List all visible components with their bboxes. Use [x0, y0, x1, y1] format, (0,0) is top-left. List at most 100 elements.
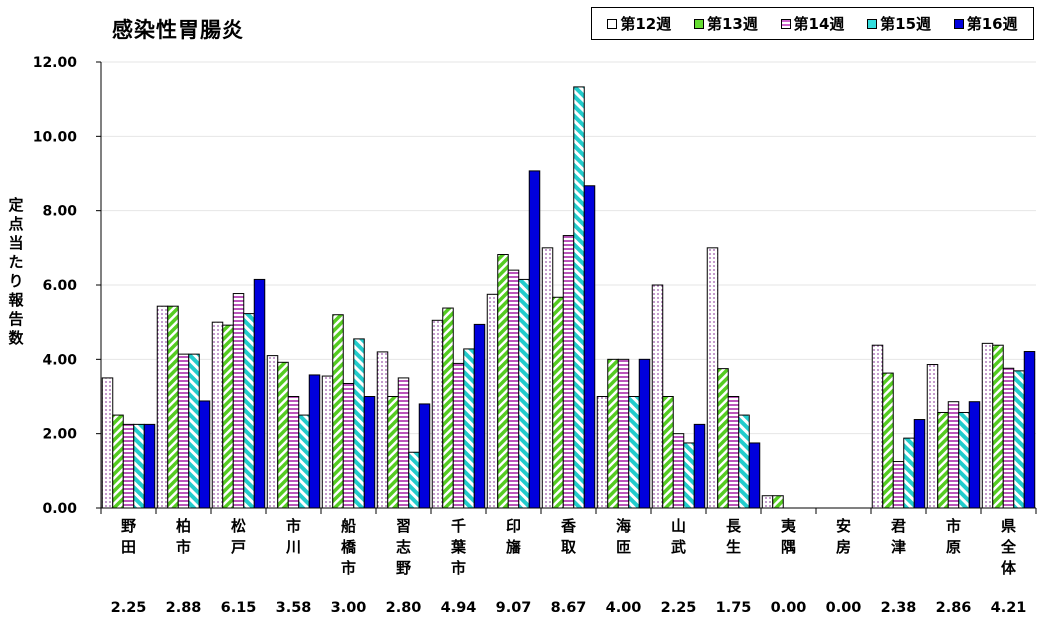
data-label: 4.94 — [441, 600, 477, 616]
bar — [287, 396, 300, 509]
bar — [308, 374, 321, 509]
data-label: 2.25 — [111, 600, 147, 616]
data-label: 4.00 — [606, 600, 642, 616]
x-tick-label: 房 — [836, 538, 851, 556]
bar — [607, 358, 619, 509]
x-tick-label: 安 — [836, 517, 851, 535]
bar — [693, 423, 706, 509]
x-tick-label: 夷 — [781, 517, 797, 535]
legend-item: 第14週 — [780, 13, 845, 34]
bar — [596, 396, 609, 509]
data-label: 2.38 — [881, 600, 917, 616]
bar — [662, 396, 674, 509]
bar — [332, 314, 344, 509]
legend: 第12週 第13週 第14週 第15週 第16週 — [591, 7, 1034, 40]
x-tick-label: 市 — [451, 559, 466, 577]
x-tick-label: 野 — [396, 559, 411, 577]
legend-label: 第15週 — [880, 15, 932, 33]
bar — [353, 338, 365, 509]
bar — [573, 86, 585, 509]
bar — [528, 170, 541, 509]
x-tick-label: 山 — [671, 517, 686, 535]
x-tick-label: 体 — [1001, 559, 1017, 577]
x-tick-label: 習 — [396, 517, 411, 535]
x-tick-label: 戸 — [231, 538, 246, 556]
data-label: 2.86 — [936, 600, 972, 616]
y-tick-label: 2.00 — [42, 427, 77, 443]
bars — [101, 86, 1036, 509]
bar — [738, 414, 750, 509]
bar — [683, 442, 695, 509]
y-tick-label: 8.00 — [42, 204, 77, 220]
x-tick-label: 柏 — [176, 517, 191, 535]
bar — [222, 324, 234, 509]
bar — [408, 451, 420, 509]
x-tick-label: 野 — [121, 517, 136, 535]
bar — [418, 403, 431, 509]
bar — [968, 401, 981, 509]
x-tick-label: 市 — [341, 559, 356, 577]
x-tick-label: 津 — [891, 538, 906, 556]
data-label: 8.67 — [551, 600, 587, 616]
bar — [937, 411, 949, 509]
x-tick-label: 橋 — [341, 538, 357, 556]
x-tick-label: 君 — [891, 517, 906, 535]
bar — [628, 396, 640, 509]
bar — [112, 414, 124, 509]
y-axis-label: 定点当たり報告数 — [8, 196, 24, 347]
data-label: 6.15 — [221, 600, 257, 616]
data-label: 3.58 — [276, 600, 312, 616]
bar — [562, 235, 575, 509]
bar — [188, 353, 200, 509]
bar — [583, 185, 596, 509]
data-label: 2.88 — [166, 600, 202, 616]
bar — [243, 313, 255, 509]
x-tick-label: 旛 — [506, 538, 521, 556]
legend-item: 第13週 — [693, 13, 758, 34]
bar — [397, 377, 410, 509]
x-tick-label: 川 — [285, 538, 301, 556]
legend-swatch-week12 — [607, 18, 618, 29]
bar — [672, 433, 685, 509]
bar — [363, 396, 376, 509]
bar — [748, 442, 761, 509]
x-tick-label: 船 — [341, 517, 356, 535]
x-tick-label: 香 — [561, 517, 576, 535]
legend-item: 第12週 — [607, 13, 671, 34]
bar — [143, 423, 156, 509]
bar — [442, 307, 454, 509]
bar — [717, 368, 729, 509]
bar — [198, 400, 211, 509]
bar — [156, 305, 169, 509]
bar — [1002, 367, 1015, 509]
y-tick-label: 10.00 — [33, 129, 78, 145]
labels: 0.002.004.006.008.0010.0012.00野田2.25柏市2.… — [33, 55, 1027, 616]
y-tick-label: 12.00 — [33, 55, 78, 71]
legend-swatch-week13 — [693, 18, 704, 29]
x-tick-label: 葉 — [450, 538, 467, 556]
bar — [486, 293, 499, 509]
data-label: 4.21 — [991, 600, 1027, 616]
bar — [133, 423, 145, 509]
bar — [376, 351, 389, 509]
data-label: 9.07 — [496, 600, 532, 616]
data-label: 0.00 — [826, 600, 862, 616]
bar — [211, 321, 224, 509]
x-tick-label: 隅 — [781, 538, 796, 556]
bar — [892, 461, 905, 509]
x-tick-label: 松 — [231, 517, 246, 535]
y-tick-label: 6.00 — [42, 278, 77, 294]
bar — [617, 358, 630, 509]
legend-label: 第16週 — [966, 15, 1018, 33]
x-tick-label: 匝 — [616, 538, 631, 556]
bar — [342, 382, 355, 509]
legend-label: 第14週 — [793, 15, 845, 33]
bar — [298, 414, 310, 509]
bar — [473, 323, 486, 509]
bar — [913, 419, 926, 509]
legend-swatch-week14 — [780, 18, 791, 29]
bar — [266, 355, 279, 509]
bar — [122, 423, 135, 509]
bar — [1013, 370, 1025, 509]
